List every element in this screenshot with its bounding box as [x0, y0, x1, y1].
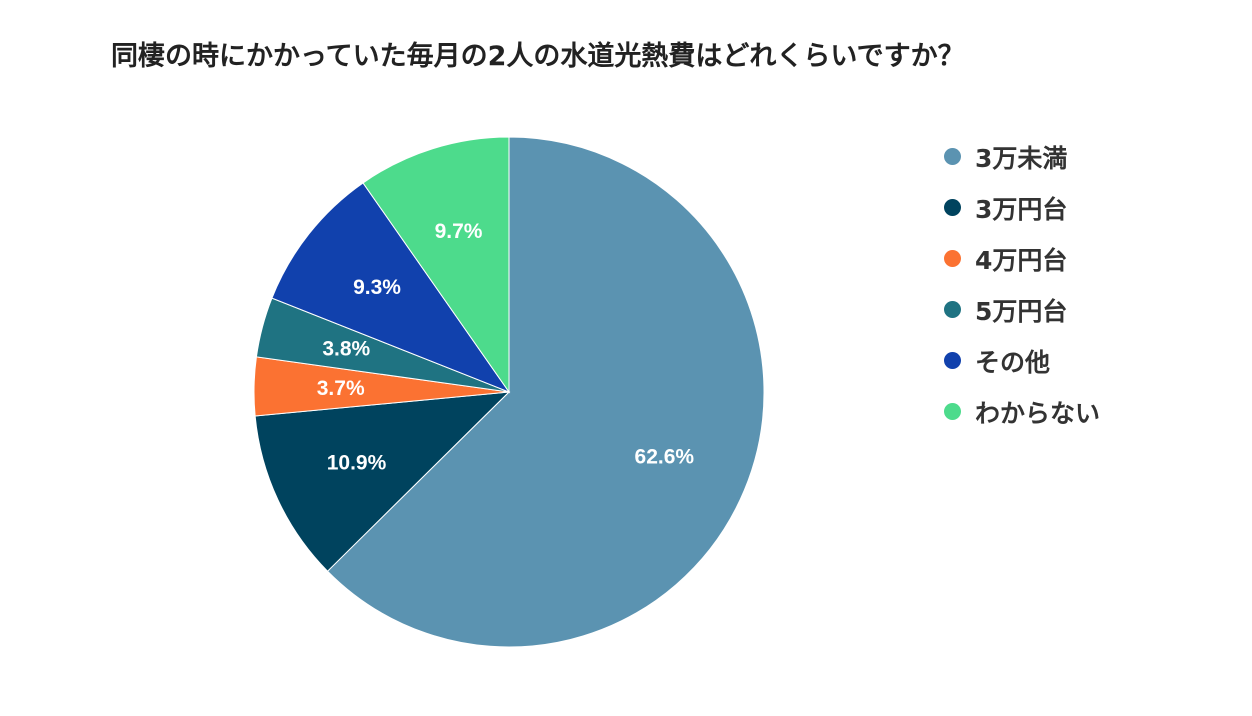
legend-swatch-icon: [944, 250, 961, 267]
legend-label: 5万円台: [975, 296, 1068, 326]
legend-swatch-icon: [944, 199, 961, 216]
pie-slices: [253, 136, 765, 648]
pie-slice-5: [362, 136, 510, 394]
legend-item-4: その他: [944, 335, 1100, 386]
slice-value-label-4: 9.3%: [353, 276, 401, 299]
legend-label: 4万円台: [975, 245, 1068, 275]
legend: 3万未満 3万円台 4万円台 5万円台その他わからない: [944, 131, 1100, 437]
legend-label: 3万未満: [975, 143, 1068, 173]
slice-value-label-3: 3.8%: [322, 338, 370, 361]
slice-value-label-5: 9.7%: [435, 220, 483, 243]
legend-item-1: 3万円台: [944, 182, 1100, 233]
pie-slice-4: [271, 182, 511, 394]
legend-swatch-icon: [944, 148, 961, 165]
legend-item-5: わからない: [944, 386, 1100, 437]
legend-item-0: 3万未満: [944, 131, 1100, 182]
legend-label: その他: [975, 347, 1051, 377]
pie-slice-labels: 62.6% 10.9% 3.7% 3.8% 9.3% 9.7%: [317, 220, 695, 475]
legend-item-3: 5万円台: [944, 284, 1100, 335]
legend-item-2: 4万円台: [944, 233, 1100, 284]
slice-value-label-2: 3.7%: [317, 377, 365, 400]
pie-slice-1: [254, 391, 511, 572]
legend-swatch-icon: [944, 403, 961, 420]
legend-swatch-icon: [944, 352, 961, 369]
legend-label: わからない: [975, 398, 1101, 428]
slice-value-label-0: 62.6%: [635, 445, 695, 468]
legend-swatch-icon: [944, 301, 961, 318]
chart-title: 同棲の時にかかっていた毎月の2人の水道光熱費はどれくらいですか？: [111, 41, 965, 72]
pie-slice-0: [326, 136, 765, 648]
slice-value-label-1: 10.9%: [327, 452, 387, 475]
legend-label: 3万円台: [975, 194, 1068, 224]
